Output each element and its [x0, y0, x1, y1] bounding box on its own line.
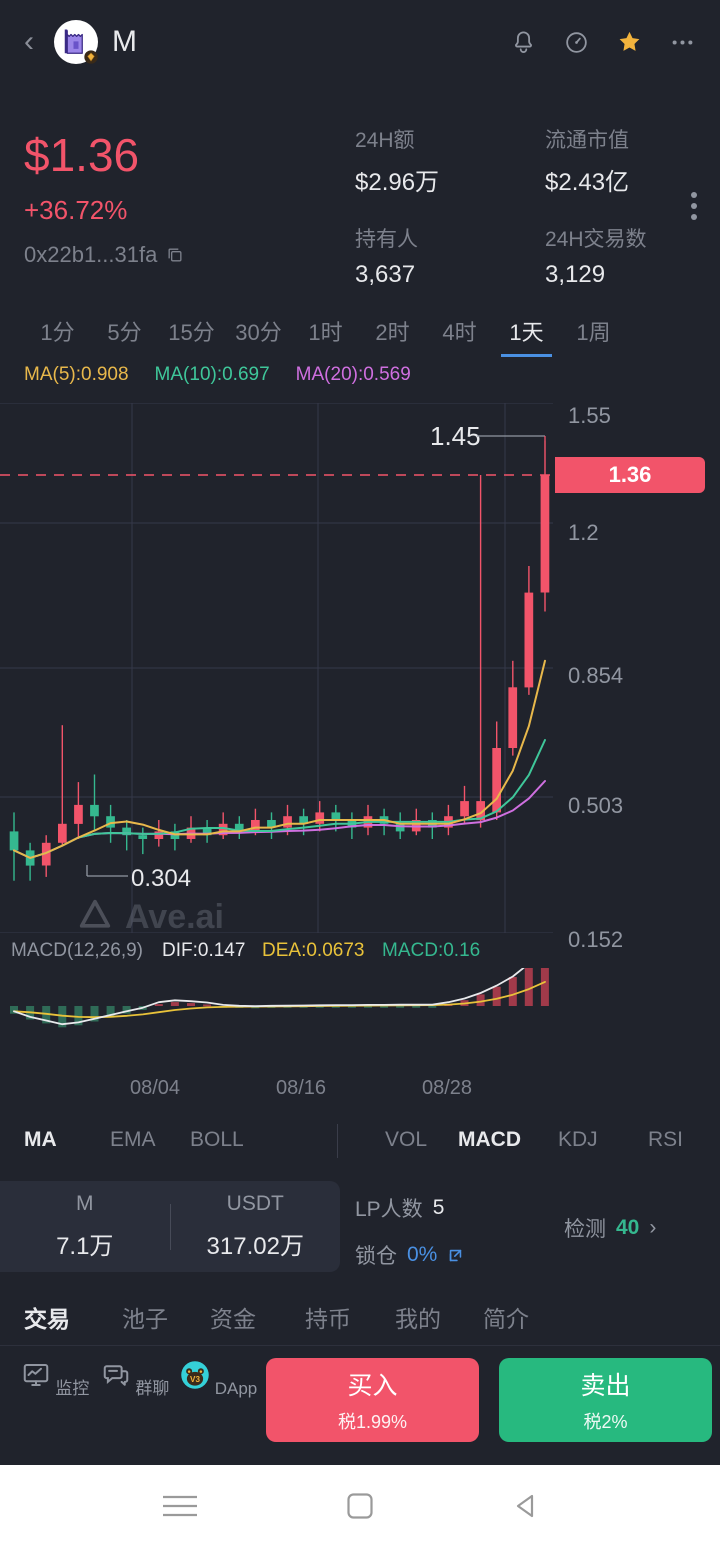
svg-text:0.304: 0.304	[131, 865, 191, 892]
svg-text:V3: V3	[190, 1375, 200, 1384]
svg-text:1.45: 1.45	[430, 421, 481, 451]
